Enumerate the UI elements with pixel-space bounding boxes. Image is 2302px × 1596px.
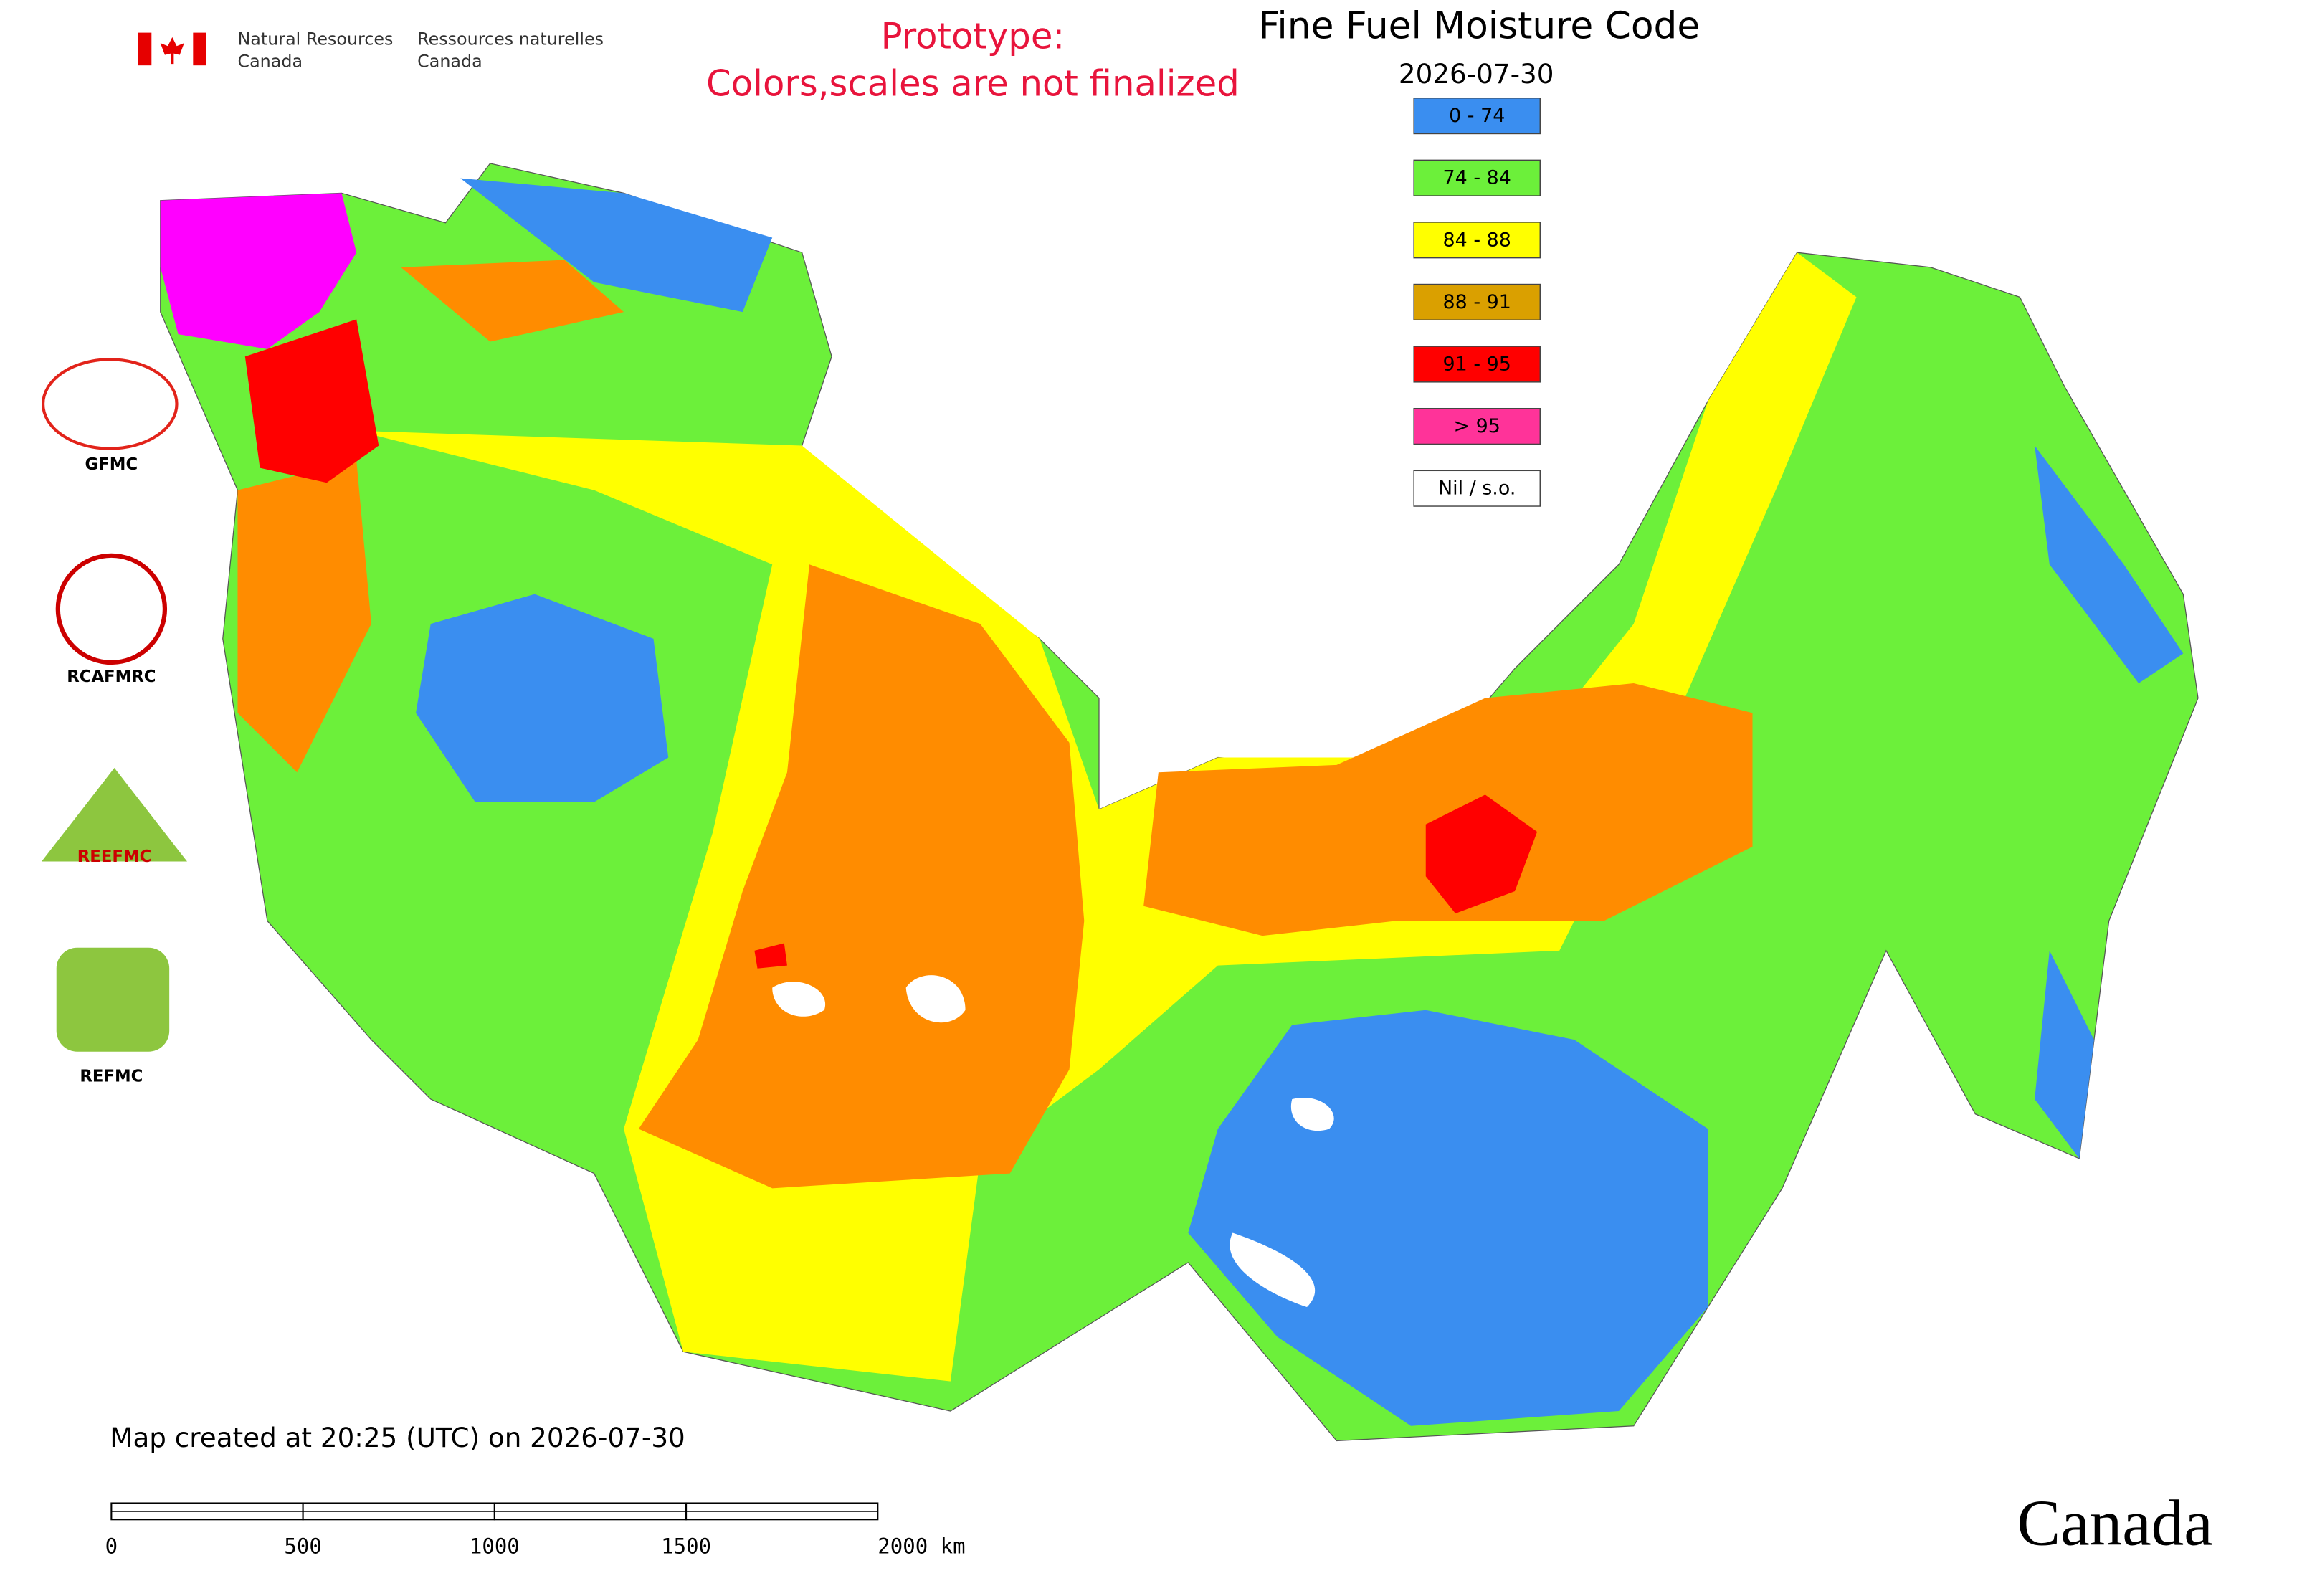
logo-refmc [56, 947, 170, 1052]
zone-magenta [160, 193, 357, 349]
scale-label: 1000 [470, 1534, 520, 1559]
logo-reefmc [42, 768, 188, 862]
legend: 0 - 74 74 - 84 84 - 88 88 - 91 91 - 95 > 95 Ni… [1413, 98, 1541, 507]
legend-swatch [1413, 346, 1541, 383]
scale-label: 2000 km [877, 1534, 965, 1559]
zone-orange [237, 260, 1753, 1189]
legend-swatch [1413, 470, 1541, 507]
logo-gfmc [42, 358, 179, 450]
created-note: Map created at 20:25 (UTC) on 2026-07-30 [110, 1422, 685, 1453]
logo-rcafmrc [55, 553, 168, 665]
legend-swatch [1413, 159, 1541, 196]
notice: Colors,scales are not finalized [706, 63, 1240, 105]
scale-label: 500 [284, 1534, 321, 1559]
logo-label: GFMC [85, 455, 138, 474]
zone-blue [416, 178, 2184, 1426]
logo-label: REFMC [80, 1067, 143, 1086]
scale-label: 1500 [661, 1534, 711, 1559]
flag-bar [138, 32, 152, 66]
scale-bar: 0 500 1000 1500 2000 km [105, 1502, 966, 1559]
title: Fine Fuel Moisture Code [1258, 4, 1700, 47]
zone-nil [772, 975, 1334, 1308]
header: Natural Resources Canada Ressources natu… [138, 4, 1700, 105]
legend-swatch [1413, 222, 1541, 259]
legend-swatch [1413, 283, 1541, 320]
flag-bar [193, 32, 206, 66]
org-en: Natural Resources [237, 29, 393, 49]
notice: Prototype: [881, 15, 1065, 57]
legend-label: > 95 [1454, 415, 1500, 437]
legend-swatch [1413, 98, 1541, 135]
logos: GFMC RCAFMRC REEFMC REFMC [42, 358, 188, 1086]
legend-label: Nil / s.o. [1438, 478, 1516, 500]
legend-label: 74 - 84 [1443, 167, 1511, 189]
legend-swatch [1413, 407, 1541, 445]
footer: Map created at 20:25 (UTC) on 2026-07-30… [105, 1422, 2213, 1559]
logo-label: REEFMC [77, 847, 152, 866]
maple-leaf [160, 37, 184, 65]
org-fr: Ressources naturelles [417, 29, 604, 49]
legend-label: 88 - 91 [1443, 291, 1511, 313]
org-fr: Canada [417, 52, 482, 72]
date: 2026-07-30 [1399, 58, 1554, 90]
legend-label: 84 - 88 [1443, 229, 1511, 251]
logo-label: RCAFMRC [67, 668, 156, 686]
org-en: Canada [237, 52, 303, 72]
canada-wordmark: Canada [2017, 1487, 2212, 1559]
scale-label: 0 [105, 1534, 118, 1559]
map [160, 163, 2199, 1442]
legend-label: 0 - 74 [1449, 105, 1505, 127]
legend-label: 91 - 95 [1443, 353, 1511, 376]
